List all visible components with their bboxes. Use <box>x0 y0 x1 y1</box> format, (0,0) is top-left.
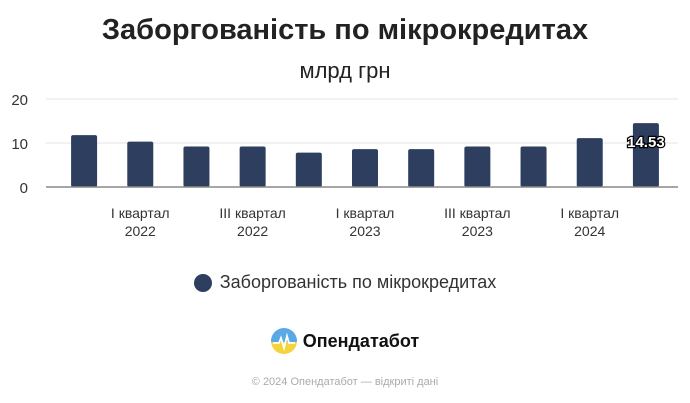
opendatabot-logo-icon <box>270 328 297 354</box>
bar <box>71 135 98 187</box>
x-tick-label: III квартал <box>444 205 510 221</box>
legend-label: Заборгованість по мікрокредитах <box>219 272 497 292</box>
x-tick-label: I квартал <box>560 205 619 221</box>
x-tick-label: 2023 <box>462 223 493 239</box>
bar <box>632 123 659 187</box>
bar <box>183 146 210 187</box>
legend-swatch <box>193 273 212 292</box>
chart-subtitle: млрд грн <box>299 58 391 83</box>
bar <box>127 141 154 187</box>
x-tick-label: I квартал <box>336 205 395 221</box>
chart-title: Заборгованість по мікрокредитах <box>101 14 589 46</box>
brand-name: Опендатабот <box>302 330 420 351</box>
brand-logo: Опендатабот <box>0 328 690 354</box>
bar <box>520 146 547 187</box>
bar <box>295 152 322 187</box>
x-tick-label: 2022 <box>125 223 156 239</box>
bar <box>464 146 491 187</box>
bar-chart: 0 10 20 I квартал 2022 III квартал 2022 I кварт… <box>11 92 678 239</box>
y-tick-label: 20 <box>11 92 28 109</box>
bar <box>576 138 603 187</box>
x-tick-label: 2023 <box>349 223 380 239</box>
x-tick-label: I квартал <box>111 205 170 221</box>
x-tick-label: 2022 <box>237 223 268 239</box>
bar <box>408 149 435 187</box>
footer-copyright: © 2024 Опендатабот — відкриті дані <box>251 376 439 388</box>
x-tick-label: III квартал <box>219 205 285 221</box>
bar <box>352 149 378 187</box>
y-tick-label: 0 <box>20 180 28 197</box>
bar <box>239 146 266 187</box>
y-tick-label: 10 <box>11 136 28 153</box>
data-label: 14.53 <box>627 134 665 151</box>
legend[interactable]: Заборгованість по мікрокредитах <box>0 272 690 293</box>
x-tick-label: 2024 <box>574 223 605 239</box>
